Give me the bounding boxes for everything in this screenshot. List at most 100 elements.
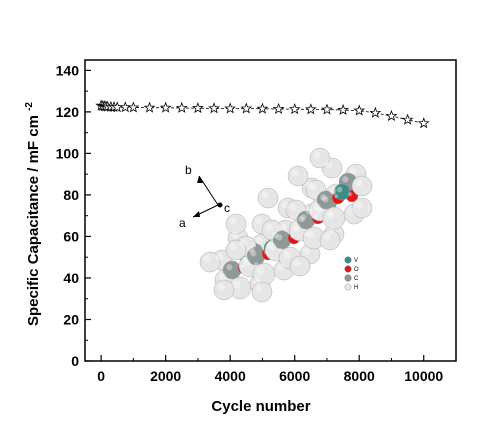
y-tick-labels: 0 20 40 60 80 100 120 140 — [56, 62, 80, 369]
atom-highlight — [253, 277, 261, 285]
legend-swatch-h — [344, 283, 352, 291]
atom-highlight — [349, 167, 357, 175]
y-axis-label: Specific Capacitance / mF cm -2 — [24, 102, 42, 326]
y-axis-label-superscript: -2 — [24, 102, 35, 111]
atom-highlight — [281, 201, 289, 209]
atom-highlight — [255, 237, 263, 245]
atom-highlight — [242, 256, 249, 263]
data-point-star — [159, 101, 172, 113]
atom-highlight — [250, 250, 257, 257]
axis-c-label: c — [224, 201, 230, 215]
atom-h — [289, 255, 311, 277]
atom-highlight — [325, 161, 333, 169]
atom-h — [351, 175, 373, 197]
atom-highlight — [292, 226, 299, 233]
x-tick-label: 8000 — [344, 368, 375, 384]
data-point-star — [288, 103, 301, 115]
atom-highlight — [240, 264, 245, 269]
axis-ticks — [85, 69, 425, 362]
legend-label-v: V — [354, 258, 358, 264]
legend-swatch-o — [344, 265, 352, 273]
atom-h — [309, 147, 331, 169]
x-tick-label: 10000 — [404, 368, 443, 384]
data-point-star — [224, 102, 237, 114]
y-tick-label: 120 — [56, 104, 80, 120]
x-tick-label: 4000 — [215, 368, 246, 384]
y-tick-label: 40 — [63, 270, 79, 286]
atom-highlight — [290, 234, 295, 239]
data-point-star — [240, 102, 253, 114]
atom-h — [225, 239, 247, 261]
atom-highlight — [291, 169, 299, 177]
y-axis-label-main: Specific Capacitance / mF cm — [25, 115, 42, 326]
atom-h — [251, 281, 273, 303]
y-tick-label: 100 — [56, 145, 80, 161]
data-point-star — [337, 103, 349, 115]
data-point-star — [321, 103, 333, 115]
atom-highlight — [276, 234, 283, 241]
y-tick-label: 20 — [63, 311, 79, 327]
atom-highlight — [289, 203, 297, 211]
atom-highlight — [256, 266, 265, 275]
atom-highlight — [336, 186, 343, 193]
data-point-star — [385, 109, 398, 122]
atom-highlight — [203, 255, 211, 263]
atom-highlight — [278, 248, 283, 253]
data-point-star — [208, 102, 220, 114]
molecule-spacefill — [199, 147, 373, 303]
atom-highlight — [255, 285, 263, 293]
y-tick-label: 60 — [63, 228, 79, 244]
legend-label-o: O — [354, 267, 359, 273]
atom-highlight — [232, 280, 241, 289]
y-tick-label: 140 — [56, 62, 80, 78]
atom-highlight — [329, 187, 337, 195]
atom-highlight — [305, 207, 313, 215]
data-point-star — [119, 101, 132, 113]
series-markers — [95, 99, 430, 129]
atom-highlight — [277, 263, 285, 271]
atom-highlight — [314, 214, 319, 219]
atom-v — [333, 183, 351, 201]
atom-highlight — [279, 223, 287, 231]
atom-highlight — [334, 194, 339, 199]
atom-highlight — [328, 212, 333, 217]
atom-h — [199, 251, 221, 273]
legend-label-c: C — [354, 276, 359, 282]
atom-highlight — [306, 230, 315, 239]
data-point-star — [175, 101, 188, 113]
atom-highlight — [293, 259, 301, 267]
data-point-star — [127, 101, 140, 113]
data-point-star — [272, 102, 285, 114]
data-point-star — [369, 106, 382, 118]
x-axis-label: Cycle number — [211, 398, 310, 415]
atom-legend: V O C H — [344, 256, 359, 291]
legend-label-h: H — [354, 285, 358, 291]
y-tick-label: 0 — [71, 353, 79, 369]
atom-highlight — [342, 176, 349, 183]
x-tick-labels: 0 2000 4000 6000 8000 10000 — [97, 368, 443, 384]
atom-highlight — [327, 227, 335, 235]
plot-frame — [84, 59, 457, 362]
data-point-star — [417, 117, 430, 129]
series-line — [101, 105, 424, 124]
data-point-star — [304, 103, 317, 115]
atom-highlight — [322, 196, 329, 203]
atom-h — [225, 213, 247, 235]
atom-highlight — [292, 222, 301, 231]
atom-highlight — [268, 242, 277, 251]
atom-highlight — [266, 242, 273, 249]
atom-highlight — [217, 283, 225, 291]
atom-highlight — [355, 179, 363, 187]
data-point-star — [143, 101, 156, 113]
atom-highlight — [264, 250, 269, 255]
atom-highlight — [309, 183, 317, 191]
atom-highlight — [323, 233, 331, 241]
atom-highlight — [218, 272, 227, 281]
data-point-star — [353, 104, 366, 116]
legend-swatch-c — [344, 274, 352, 282]
atom-highlight — [312, 202, 321, 211]
atom-highlight — [248, 246, 255, 253]
atom-highlight — [231, 231, 239, 239]
atom-highlight — [215, 253, 223, 261]
